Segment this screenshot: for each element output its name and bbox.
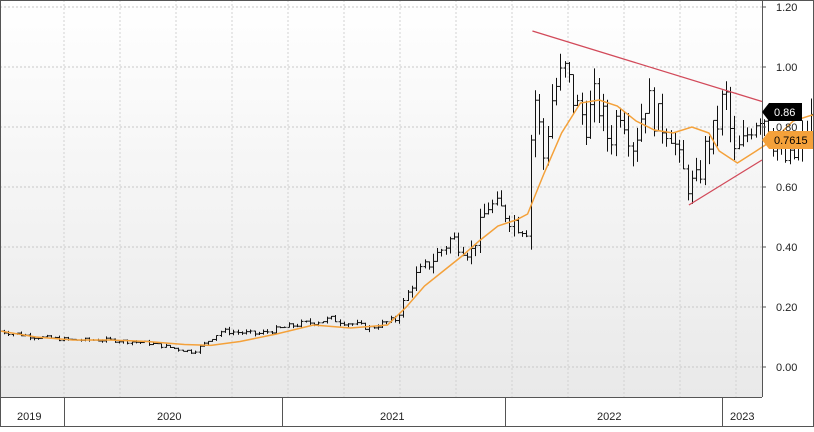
ohlc-bar	[156, 343, 160, 344]
y-tick-label: 0.20	[776, 302, 797, 314]
x-tick-label: 2022	[597, 411, 621, 423]
x-tick-label: 2020	[157, 411, 181, 423]
price-badge: 0.86	[762, 103, 802, 121]
plot-background	[0, 0, 762, 397]
y-tick-label: 0.40	[776, 242, 797, 254]
y-tick-label: 1.20	[776, 2, 797, 14]
y-tick-label: 0.00	[776, 362, 797, 374]
badge-label: 0.86	[774, 107, 795, 119]
y-tick-label: 1.00	[776, 62, 797, 74]
price-badge: 0.7615	[762, 131, 814, 149]
x-tick-label: 2021	[380, 411, 404, 423]
badge-label: 0.7615	[774, 135, 808, 147]
y-tick-label: 0.60	[776, 182, 797, 194]
x-tick-label: 2023	[730, 411, 754, 423]
x-tick-label: 2019	[17, 411, 41, 423]
